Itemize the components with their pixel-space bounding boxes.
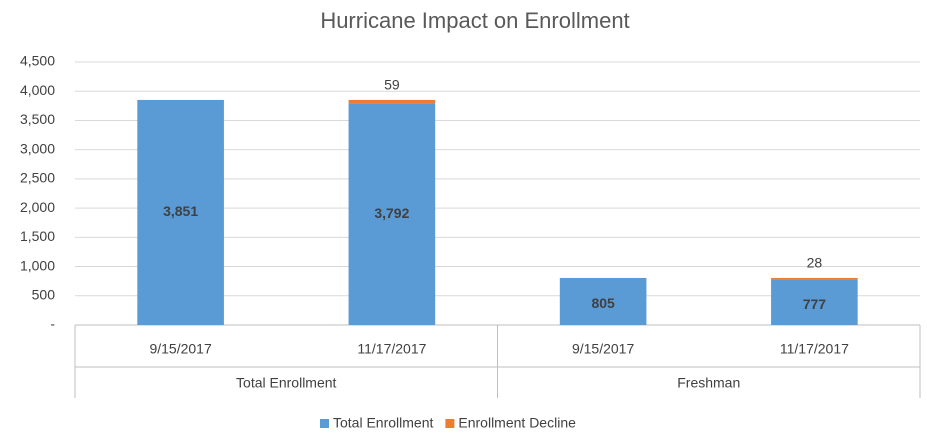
y-tick-label: 2,000 (20, 199, 55, 215)
legend-label: Total Enrollment (333, 415, 433, 431)
group-label: Freshman (677, 375, 740, 391)
y-tick-label: 3,000 (20, 140, 55, 156)
data-label: 3,792 (374, 205, 409, 221)
data-label: 3,851 (163, 203, 198, 219)
y-tick-label: 2,500 (20, 170, 55, 186)
bar-segment (771, 279, 858, 325)
y-tick-label: 1,000 (20, 257, 55, 273)
y-tick-label: 1,500 (20, 228, 55, 244)
legend-label: Enrollment Decline (458, 415, 576, 431)
x-tick-label: 9/15/2017 (149, 341, 211, 357)
y-tick-label: 3,500 (20, 111, 55, 127)
y-tick-label: 4,000 (20, 82, 55, 98)
data-label: 28 (807, 255, 823, 271)
x-tick-label: 11/17/2017 (780, 341, 849, 357)
x-tick-label: 11/17/2017 (357, 341, 426, 357)
x-tick-label: 9/15/2017 (572, 341, 634, 357)
y-tick-label: 500 (32, 286, 56, 302)
chart-title: Hurricane Impact on Enrollment (320, 8, 629, 33)
legend-swatch (320, 419, 329, 428)
legend-swatch (445, 419, 455, 428)
data-label: 777 (803, 296, 827, 312)
group-label: Total Enrollment (236, 375, 336, 391)
bar-segment (137, 99, 224, 325)
bar-segment (348, 103, 436, 326)
bar-segment (771, 277, 858, 280)
y-tick-label: - (50, 316, 55, 332)
data-label: 805 (591, 295, 615, 311)
y-tick-label: 4,500 (20, 53, 55, 69)
bar-segment (348, 99, 436, 104)
data-label: 59 (384, 77, 400, 93)
bar-segment (559, 277, 647, 325)
